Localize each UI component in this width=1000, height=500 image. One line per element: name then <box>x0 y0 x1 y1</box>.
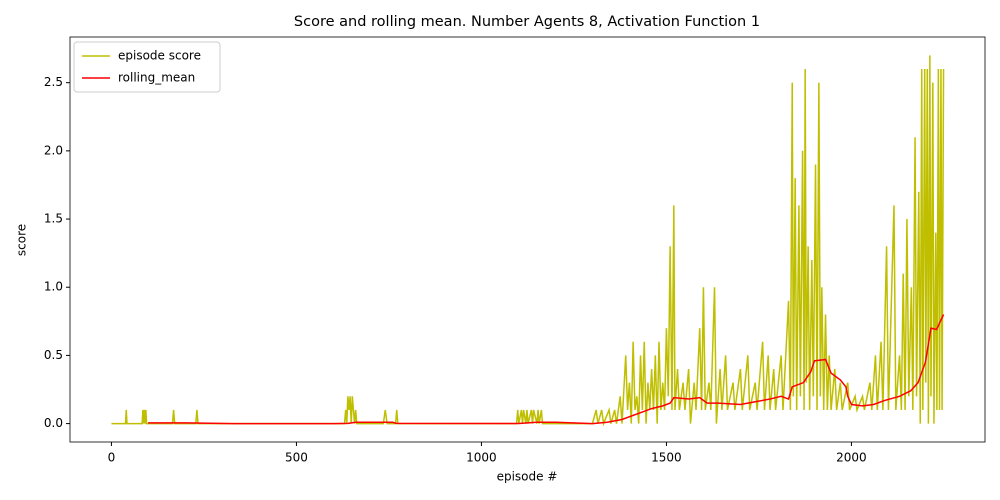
x-tick-label: 0 <box>108 451 116 465</box>
x-tick-label: 1500 <box>651 451 682 465</box>
y-tick-label: 2.0 <box>44 143 63 157</box>
legend-label: episode score <box>118 49 201 63</box>
legend-box <box>73 41 221 93</box>
chart-title: Score and rolling mean. Number Agents 8,… <box>294 14 760 30</box>
y-tick-label: 0.0 <box>44 416 63 430</box>
y-tick-label: 2.5 <box>44 75 63 89</box>
series-line <box>111 55 945 427</box>
y-tick-label: 1.0 <box>44 280 63 294</box>
x-tick-label: 2000 <box>836 451 867 465</box>
plot-frame <box>69 36 986 443</box>
x-tick-label: 500 <box>285 451 308 465</box>
x-tick-label: 1000 <box>466 451 497 465</box>
legend-label: rolling_mean <box>118 71 195 85</box>
y-tick-label: 0.5 <box>44 348 63 362</box>
y-axis-label: score <box>15 224 29 256</box>
x-axis-label: episode # <box>497 470 558 484</box>
y-tick-label: 1.5 <box>44 212 63 226</box>
series-line <box>148 314 945 425</box>
